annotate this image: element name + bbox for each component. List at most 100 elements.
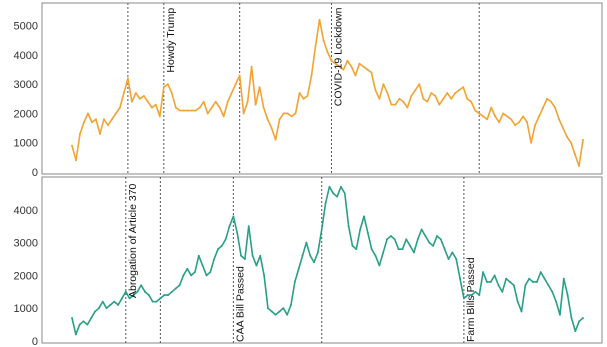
series-line-segment xyxy=(262,106,269,121)
data-point xyxy=(274,313,277,316)
data-point xyxy=(205,274,208,277)
data-point xyxy=(111,118,113,121)
data-point xyxy=(78,323,81,326)
data-point xyxy=(451,251,454,254)
data-point xyxy=(255,264,258,267)
data-point xyxy=(355,248,358,251)
data-point xyxy=(166,83,169,86)
series-line-segment xyxy=(155,103,161,118)
series-line-segment xyxy=(301,241,308,257)
series-line-segment xyxy=(290,281,296,306)
data-point xyxy=(562,127,564,129)
data-point xyxy=(322,39,325,42)
data-point xyxy=(83,121,85,124)
series-line-segment xyxy=(440,238,446,250)
series-line-segment xyxy=(510,118,516,126)
series-line-segment xyxy=(251,254,258,267)
series-line-segment xyxy=(222,100,229,118)
series-line-segment xyxy=(394,98,401,106)
series-line-segment xyxy=(470,100,477,112)
data-point xyxy=(234,83,237,86)
data-point xyxy=(474,109,477,112)
data-point xyxy=(443,248,446,251)
data-point xyxy=(406,106,409,109)
data-point xyxy=(228,225,231,228)
series-line-segment xyxy=(462,86,469,100)
series-line-segment xyxy=(542,98,548,109)
series-line-segment xyxy=(450,92,457,100)
data-point xyxy=(75,159,77,162)
series-line-segment xyxy=(236,231,242,257)
series-line-segment xyxy=(550,100,556,109)
data-point xyxy=(301,254,304,257)
data-point xyxy=(532,281,534,283)
data-point xyxy=(213,258,216,260)
data-point xyxy=(432,244,435,247)
data-point xyxy=(105,307,108,310)
series-line-segment xyxy=(71,317,77,336)
data-point xyxy=(494,115,497,118)
series-line-segment xyxy=(424,235,431,244)
data-point xyxy=(126,77,129,80)
series-line-segment xyxy=(101,300,108,310)
series-line-segment xyxy=(559,277,565,316)
data-point xyxy=(340,185,342,188)
data-point xyxy=(486,118,489,121)
series-line-segment xyxy=(115,106,121,115)
data-point xyxy=(366,231,369,234)
data-point xyxy=(390,103,393,106)
series-line-segment xyxy=(562,127,568,138)
data-point xyxy=(182,274,185,277)
series-line-segment xyxy=(363,215,369,234)
series-line-segment xyxy=(178,274,185,287)
data-point xyxy=(150,106,153,109)
data-point xyxy=(350,65,353,68)
series-line-segment xyxy=(382,83,389,94)
data-point xyxy=(97,307,100,310)
data-point xyxy=(267,307,269,310)
data-point xyxy=(258,86,261,89)
data-point xyxy=(86,323,89,326)
data-point xyxy=(462,297,465,300)
series-line-segment xyxy=(124,290,131,300)
data-point xyxy=(310,74,313,77)
series-line-segment xyxy=(434,95,441,106)
series-line-segment xyxy=(95,118,101,135)
series-line-segment xyxy=(359,215,365,231)
data-point xyxy=(324,202,327,205)
series-line-segment xyxy=(75,323,81,336)
y-tick-label: 1000 xyxy=(14,303,38,315)
series-line-segment xyxy=(136,284,142,293)
series-line-segment xyxy=(306,74,313,97)
data-point xyxy=(90,317,93,319)
data-point xyxy=(298,92,301,94)
data-point xyxy=(424,235,427,237)
data-point xyxy=(386,92,389,94)
data-point xyxy=(478,294,481,296)
series-line-segment xyxy=(406,95,413,109)
data-point xyxy=(489,281,492,283)
data-point xyxy=(455,258,458,260)
series-line-segment xyxy=(447,251,454,260)
series-line-segment xyxy=(326,51,333,62)
series-line-segment xyxy=(244,225,250,260)
data-point xyxy=(314,45,317,48)
series-line-segment xyxy=(538,106,544,118)
y-tick-label: 5000 xyxy=(14,21,38,33)
data-point xyxy=(562,277,565,280)
data-point xyxy=(330,59,333,62)
data-point xyxy=(186,109,189,112)
series-line-segment xyxy=(543,277,550,287)
data-point xyxy=(454,92,457,94)
series-line-segment xyxy=(558,118,564,129)
data-point xyxy=(497,284,500,287)
data-point xyxy=(378,97,381,100)
series-line-segment xyxy=(318,18,325,42)
series-line-segment xyxy=(426,92,433,103)
data-point xyxy=(197,254,200,257)
event-annotation: Farm Bills Passed xyxy=(465,257,477,342)
data-point xyxy=(144,290,146,293)
series-line-segment xyxy=(378,251,385,267)
data-point xyxy=(290,304,292,306)
data-point xyxy=(151,300,154,303)
